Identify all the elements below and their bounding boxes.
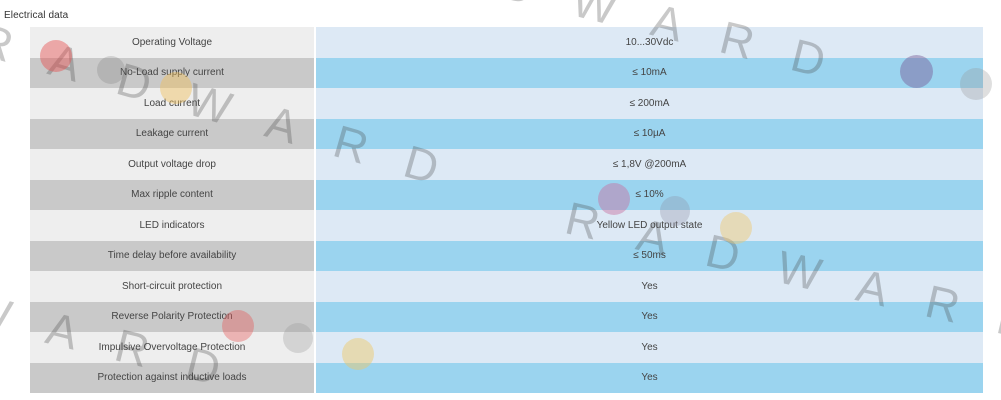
spec-label: No-Load supply current <box>30 57 315 88</box>
table-row: Short-circuit protection Yes <box>30 271 983 302</box>
spec-label: Operating Voltage <box>30 27 315 58</box>
table-row: Time delay before availability ≤ 50ms <box>30 240 983 271</box>
spec-value: Yes <box>314 271 983 302</box>
spec-value: Yes <box>314 332 983 363</box>
table-row: Output voltage drop ≤ 1,8V @200mA <box>30 149 983 180</box>
spec-value: ≤ 10µA <box>314 118 983 149</box>
table-row: Leakage current ≤ 10µA <box>30 118 983 149</box>
spec-label: Time delay before availability <box>30 240 315 271</box>
spec-value: ≤ 200mA <box>314 88 983 119</box>
table-row: Reverse Polarity Protection Yes <box>30 301 983 332</box>
spec-value: ≤ 1,8V @200mA <box>314 149 983 180</box>
table-row: LED indicators Yellow LED output state <box>30 210 983 241</box>
spec-value: 10...30Vdc <box>314 27 983 58</box>
spec-label: Leakage current <box>30 118 315 149</box>
table-row: Operating Voltage 10...30Vdc <box>30 27 983 58</box>
table-row: Load current ≤ 200mA <box>30 88 983 119</box>
spec-value: Yellow LED output state <box>314 210 983 241</box>
spec-label: Max ripple content <box>30 179 315 210</box>
spec-value: ≤ 50ms <box>314 240 983 271</box>
spec-label: Protection against inductive loads <box>30 362 315 393</box>
spec-label: LED indicators <box>30 210 315 241</box>
spec-label: Load current <box>30 88 315 119</box>
spec-label: Impulsive Overvoltage Protection <box>30 332 315 363</box>
table-row: Protection against inductive loads Yes <box>30 362 983 393</box>
spec-value: Yes <box>314 301 983 332</box>
table-row: Max ripple content ≤ 10% <box>30 179 983 210</box>
spec-value: Yes <box>314 362 983 393</box>
spec-value: ≤ 10% <box>314 179 983 210</box>
section-title: Electrical data <box>4 10 69 21</box>
spec-label: Reverse Polarity Protection <box>30 301 315 332</box>
spec-label: Output voltage drop <box>30 149 315 180</box>
electrical-data-table: Operating Voltage 10...30Vdc No-Load sup… <box>30 27 983 393</box>
table-row: No-Load supply current ≤ 10mA <box>30 57 983 88</box>
spec-value: ≤ 10mA <box>314 57 983 88</box>
table-row: Impulsive Overvoltage Protection Yes <box>30 332 983 363</box>
spec-label: Short-circuit protection <box>30 271 315 302</box>
